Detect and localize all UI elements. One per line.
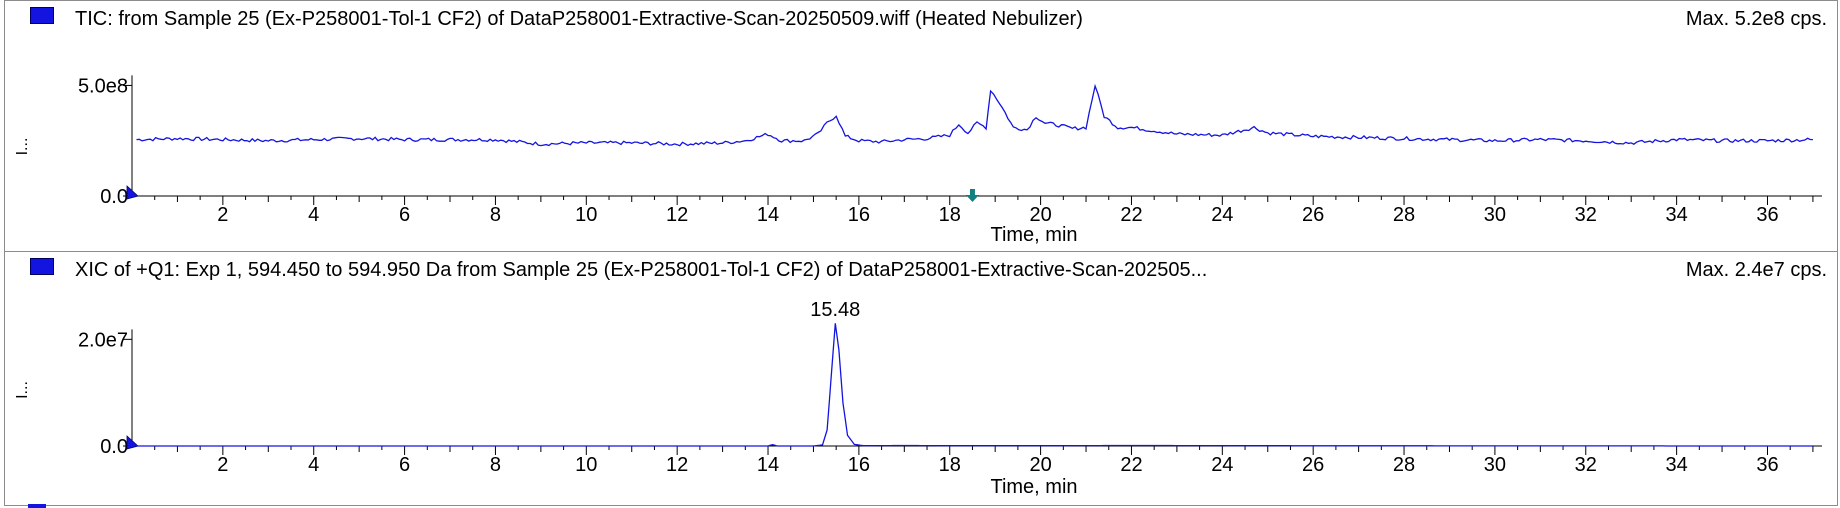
x-axis-label: Time, min [990, 224, 1077, 246]
x-tick-label: 32 [1575, 204, 1597, 226]
x-tick-label: 14 [757, 454, 779, 476]
blue-square-icon [30, 258, 54, 275]
x-tick-label: 28 [1393, 454, 1415, 476]
down-arrow-icon [965, 189, 979, 202]
x-tick-label: 28 [1393, 204, 1415, 226]
x-tick-label: 36 [1756, 454, 1778, 476]
x-tick-label: 24 [1211, 454, 1233, 476]
xic-chart[interactable]: 2 4 6 8 10 12 14 16 18 20 22 24 26 28 30 32 34 360.02.0e7… [5, 252, 1837, 505]
x-tick-label: 6 [399, 204, 410, 226]
x-tick-label: 14 [757, 204, 779, 226]
next-panel-marker [28, 504, 46, 508]
xic-max-label: Max. 2.4e7 cps. [1685, 259, 1827, 281]
blue-triangle-icon [126, 435, 139, 450]
ellipsis-icon: I... [14, 381, 31, 399]
y-tick-label: 0.0 [100, 436, 128, 458]
x-tick-label: 26 [1302, 204, 1324, 226]
peak-label: 15.48 [810, 299, 860, 321]
x-tick-label: 4 [308, 204, 319, 226]
y-tick-label: 5.0e8 [78, 75, 128, 97]
x-tick-label: 18 [939, 454, 961, 476]
tic-panel-title: TIC: from Sample 25 (Ex-P258001-Tol-1 CF… [75, 8, 1083, 30]
trace-line [136, 83, 1813, 147]
y-tick-label: 2.0e7 [78, 329, 128, 351]
x-tick-label: 34 [1665, 204, 1687, 226]
tic-chart[interactable]: 2 4 6 8 10 12 14 16 18 20 22 24 26 28 30 32 34 360.05.0e8… [5, 1, 1837, 251]
x-tick-label: 16 [848, 454, 870, 476]
blue-square-icon [30, 7, 54, 24]
x-tick-label: 8 [490, 454, 501, 476]
x-tick-label: 4 [308, 454, 319, 476]
x-tick-label: 2 [217, 454, 228, 476]
x-tick-label: 10 [575, 454, 597, 476]
x-tick-label: 6 [399, 454, 410, 476]
x-tick-label: 32 [1575, 454, 1597, 476]
blue-triangle-icon [126, 185, 139, 200]
x-tick-label: 30 [1484, 454, 1506, 476]
x-tick-label: 8 [490, 204, 501, 226]
x-tick-label: 30 [1484, 204, 1506, 226]
tic-max-label: Max. 5.2e8 cps. [1685, 8, 1827, 30]
x-tick-label: 36 [1756, 204, 1778, 226]
x-tick-label: 16 [848, 204, 870, 226]
tic-panel[interactable]: TIC: from Sample 25 (Ex-P258001-Tol-1 CF… [4, 0, 1838, 252]
x-axis-label: Time, min [990, 476, 1077, 498]
x-tick-label: 34 [1665, 454, 1687, 476]
trace-line [136, 323, 1813, 447]
ellipsis-icon: I... [14, 138, 31, 156]
x-tick-label: 20 [1029, 204, 1051, 226]
x-tick-label: 12 [666, 204, 688, 226]
x-tick-label: 26 [1302, 454, 1324, 476]
x-tick-label: 12 [666, 454, 688, 476]
xic-panel-title: XIC of +Q1: Exp 1, 594.450 to 594.950 Da… [75, 259, 1208, 281]
x-tick-label: 20 [1029, 454, 1051, 476]
y-tick-label: 0.0 [100, 186, 128, 208]
x-tick-label: 10 [575, 204, 597, 226]
x-tick-label: 18 [939, 204, 961, 226]
xic-panel[interactable]: XIC of +Q1: Exp 1, 594.450 to 594.950 Da… [4, 251, 1838, 506]
x-tick-label: 22 [1120, 454, 1142, 476]
x-tick-label: 2 [217, 204, 228, 226]
x-tick-label: 24 [1211, 204, 1233, 226]
x-tick-label: 22 [1120, 204, 1142, 226]
